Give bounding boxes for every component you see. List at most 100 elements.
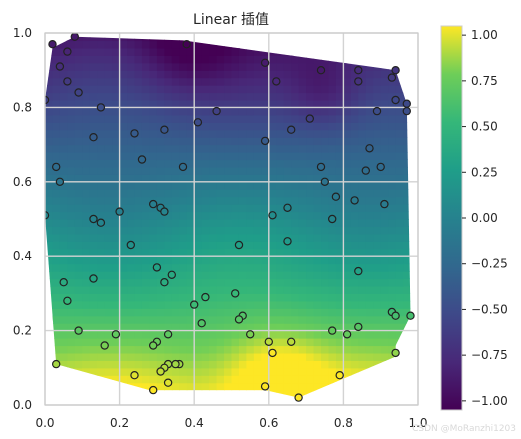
- field-cell: [74, 300, 83, 309]
- field-cell: [261, 181, 270, 190]
- field-cell: [201, 248, 210, 257]
- field-cell: [224, 367, 233, 376]
- field-cell: [268, 174, 277, 183]
- field-cell: [358, 338, 367, 347]
- field-cell: [186, 278, 195, 287]
- field-cell: [380, 352, 389, 361]
- field-cell: [97, 338, 106, 347]
- field-cell: [343, 122, 352, 131]
- field-cell: [141, 166, 151, 175]
- field-cell: [291, 360, 300, 369]
- field-cell: [298, 166, 307, 175]
- field-cell: [343, 300, 352, 309]
- field-cell: [306, 345, 315, 354]
- field-cell: [313, 70, 322, 79]
- field-cell: [403, 129, 411, 138]
- field-cell: [179, 375, 188, 384]
- field-cell: [67, 181, 76, 190]
- field-cell: [59, 92, 68, 101]
- field-cell: [134, 55, 143, 64]
- field-cell: [291, 263, 300, 272]
- field-cell: [134, 92, 143, 101]
- field-cell: [127, 315, 136, 324]
- field-cell: [216, 360, 225, 369]
- field-cell: [179, 55, 188, 64]
- field-cell: [97, 352, 106, 361]
- field-cell: [179, 285, 188, 294]
- field-cell: [171, 248, 180, 257]
- field-cell: [179, 278, 188, 287]
- field-cell: [209, 360, 218, 369]
- field-cell: [388, 196, 397, 205]
- field-cell: [306, 256, 315, 265]
- field-cell: [149, 137, 158, 146]
- field-cell: [156, 77, 165, 86]
- field-cell: [179, 77, 188, 86]
- field-cell: [268, 129, 277, 138]
- field-cell: [52, 219, 61, 228]
- field-cell: [82, 338, 91, 347]
- field-cell: [74, 137, 83, 146]
- field-cell: [335, 300, 344, 309]
- field-cell: [104, 77, 113, 86]
- field-cell: [358, 174, 367, 183]
- field-cell: [395, 144, 404, 153]
- field-cell: [291, 300, 300, 309]
- field-cell: [238, 375, 248, 384]
- sample-point: [391, 95, 400, 105]
- field-cell: [112, 271, 121, 280]
- field-cell: [209, 85, 218, 94]
- field-cell: [59, 70, 68, 79]
- field-cell: [97, 137, 106, 146]
- field-cell: [216, 345, 225, 354]
- field-cell: [365, 77, 374, 86]
- field-cell: [52, 122, 61, 131]
- field-cell: [179, 174, 188, 183]
- field-cell: [246, 85, 255, 94]
- field-cell: [231, 55, 240, 64]
- field-cell: [291, 189, 300, 198]
- field-cell: [186, 226, 195, 235]
- field-cell: [112, 129, 121, 138]
- field-cell: [298, 196, 307, 205]
- field-cell: [261, 144, 270, 153]
- field-cell: [201, 144, 210, 153]
- field-cell: [97, 308, 106, 317]
- field-cell: [194, 271, 203, 280]
- field-cell: [127, 323, 136, 332]
- field-cell: [350, 263, 359, 272]
- x-tick-label: 0.4: [185, 416, 204, 430]
- field-cell: [209, 248, 218, 257]
- sample-point: [391, 65, 400, 75]
- field-cell: [97, 345, 106, 354]
- field-cell: [45, 107, 54, 116]
- field-cell: [313, 293, 322, 302]
- field-cell: [156, 47, 165, 56]
- field-cell: [246, 77, 255, 86]
- sample-point: [96, 218, 106, 227]
- field-cell: [59, 345, 68, 354]
- field-cell: [380, 211, 389, 220]
- field-cell: [350, 226, 359, 235]
- sample-point: [406, 311, 415, 320]
- field-cell: [134, 85, 143, 94]
- field-cell: [358, 300, 367, 309]
- field-cell: [104, 330, 113, 339]
- field-cell: [403, 122, 411, 131]
- field-cell: [350, 204, 359, 213]
- field-cell: [238, 360, 248, 369]
- field-cell: [350, 248, 359, 257]
- field-cell: [231, 219, 240, 228]
- field-cell: [373, 137, 382, 146]
- field-cell: [134, 99, 143, 108]
- field-cell: [141, 300, 151, 309]
- field-cell: [238, 330, 248, 339]
- field-cell: [82, 256, 91, 265]
- field-cell: [350, 62, 359, 71]
- field-cell: [388, 85, 397, 94]
- field-cell: [141, 315, 151, 324]
- field-cell: [365, 159, 374, 168]
- field-cell: [112, 345, 121, 354]
- field-cell: [134, 40, 143, 49]
- field-cell: [380, 338, 389, 347]
